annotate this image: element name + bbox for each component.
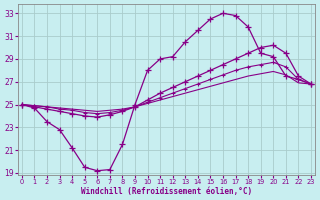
X-axis label: Windchill (Refroidissement éolien,°C): Windchill (Refroidissement éolien,°C) [81,187,252,196]
